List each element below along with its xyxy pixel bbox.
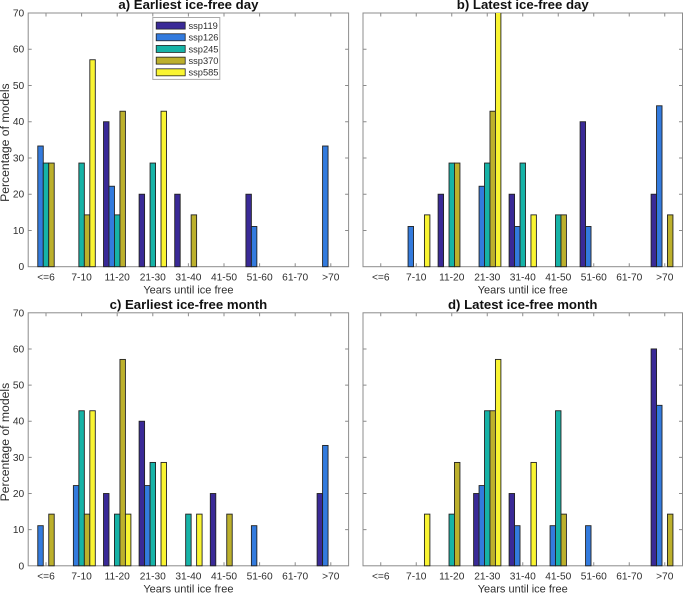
svg-text:70: 70 bbox=[13, 308, 25, 319]
svg-text:20: 20 bbox=[13, 190, 25, 201]
svg-text:61-70: 61-70 bbox=[616, 572, 642, 583]
svg-text:30: 30 bbox=[13, 153, 25, 164]
svg-text:11-20: 11-20 bbox=[105, 572, 131, 583]
svg-text:11-20: 11-20 bbox=[439, 273, 465, 284]
svg-text:7-10: 7-10 bbox=[71, 273, 92, 284]
svg-text:40: 40 bbox=[13, 117, 25, 128]
svg-text:7-10: 7-10 bbox=[71, 572, 92, 583]
svg-text:c) Earliest ice-free month: c) Earliest ice-free month bbox=[110, 297, 268, 312]
svg-text:>70: >70 bbox=[322, 572, 340, 583]
svg-text:50: 50 bbox=[13, 381, 25, 392]
svg-text:21-30: 21-30 bbox=[140, 572, 166, 583]
svg-text:41-50: 41-50 bbox=[211, 572, 237, 583]
svg-text:b) Latest ice-free day: b) Latest ice-free day bbox=[457, 0, 590, 12]
svg-text:51-60: 51-60 bbox=[247, 273, 273, 284]
svg-text:61-70: 61-70 bbox=[616, 273, 642, 284]
svg-text:51-60: 51-60 bbox=[581, 273, 607, 284]
svg-text:<=6: <=6 bbox=[372, 273, 390, 284]
svg-text:11-20: 11-20 bbox=[105, 273, 131, 284]
svg-text:>70: >70 bbox=[656, 273, 674, 284]
svg-text:a) Earliest ice-free day: a) Earliest ice-free day bbox=[118, 0, 259, 12]
svg-text:11-20: 11-20 bbox=[439, 572, 465, 583]
svg-text:31-40: 31-40 bbox=[510, 273, 536, 284]
svg-text:31-40: 31-40 bbox=[175, 273, 201, 284]
svg-text:ssp585: ssp585 bbox=[189, 68, 219, 78]
svg-text:Percentage of models: Percentage of models bbox=[0, 383, 12, 502]
svg-text:ssp245: ssp245 bbox=[189, 44, 219, 54]
svg-text:21-30: 21-30 bbox=[474, 572, 500, 583]
svg-text:31-40: 31-40 bbox=[175, 572, 201, 583]
svg-text:>70: >70 bbox=[322, 273, 340, 284]
svg-text:21-30: 21-30 bbox=[474, 273, 500, 284]
svg-text:40: 40 bbox=[13, 417, 25, 428]
svg-text:61-70: 61-70 bbox=[282, 273, 308, 284]
svg-text:ssp370: ssp370 bbox=[189, 56, 219, 66]
svg-text:60: 60 bbox=[13, 45, 25, 56]
svg-text:<=6: <=6 bbox=[372, 572, 390, 583]
svg-text:7-10: 7-10 bbox=[406, 273, 427, 284]
svg-text:50: 50 bbox=[13, 81, 25, 92]
svg-text:20: 20 bbox=[13, 489, 25, 500]
svg-text:<=6: <=6 bbox=[37, 273, 55, 284]
svg-text:21-30: 21-30 bbox=[140, 273, 166, 284]
svg-text:41-50: 41-50 bbox=[545, 572, 571, 583]
svg-text:<=6: <=6 bbox=[37, 572, 55, 583]
svg-text:30: 30 bbox=[13, 453, 25, 464]
svg-text:41-50: 41-50 bbox=[211, 273, 237, 284]
svg-text:31-40: 31-40 bbox=[510, 572, 536, 583]
svg-text:10: 10 bbox=[13, 226, 25, 237]
svg-text:Years until ice free: Years until ice free bbox=[478, 285, 568, 297]
svg-text:ssp119: ssp119 bbox=[189, 21, 218, 31]
svg-text:70: 70 bbox=[13, 9, 25, 20]
svg-text:Years until ice free: Years until ice free bbox=[143, 584, 233, 595]
svg-text:ssp126: ssp126 bbox=[189, 33, 219, 43]
svg-text:Years until ice free: Years until ice free bbox=[143, 285, 233, 297]
svg-text:>70: >70 bbox=[656, 572, 674, 583]
svg-text:41-50: 41-50 bbox=[545, 273, 571, 284]
svg-text:0: 0 bbox=[19, 262, 25, 273]
svg-text:Percentage of models: Percentage of models bbox=[0, 83, 12, 202]
svg-text:Years until ice free: Years until ice free bbox=[478, 584, 568, 595]
svg-text:51-60: 51-60 bbox=[247, 572, 273, 583]
svg-text:61-70: 61-70 bbox=[282, 572, 308, 583]
svg-text:60: 60 bbox=[13, 344, 25, 355]
svg-text:7-10: 7-10 bbox=[406, 572, 427, 583]
svg-text:d) Latest ice-free month: d) Latest ice-free month bbox=[448, 297, 597, 312]
svg-text:10: 10 bbox=[13, 525, 25, 536]
svg-text:0: 0 bbox=[19, 561, 25, 572]
svg-text:51-60: 51-60 bbox=[581, 572, 607, 583]
